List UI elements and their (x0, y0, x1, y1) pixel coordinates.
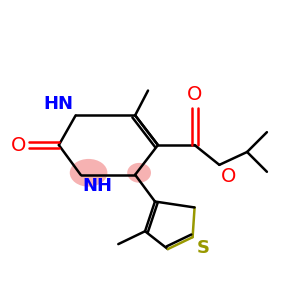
Ellipse shape (70, 159, 107, 187)
Text: O: O (221, 167, 237, 186)
Text: HN: HN (44, 95, 74, 113)
Text: NH: NH (82, 177, 112, 195)
Ellipse shape (127, 163, 151, 183)
Text: S: S (196, 239, 210, 257)
Text: O: O (187, 85, 202, 104)
Text: O: O (11, 136, 26, 154)
